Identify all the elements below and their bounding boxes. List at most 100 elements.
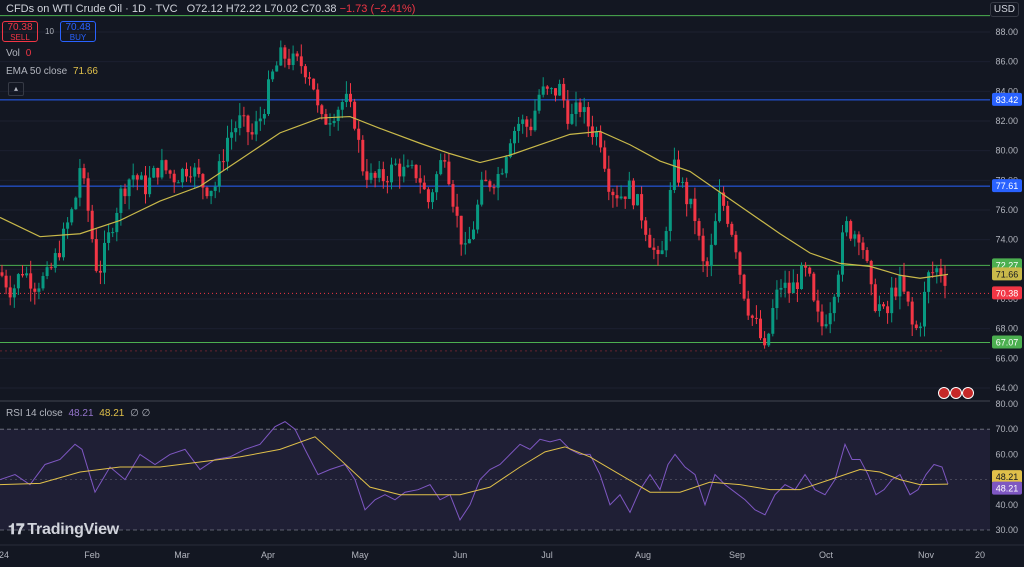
collapse-legend-icon[interactable]: ▴ [8,82,24,96]
symbol-title[interactable]: CFDs on WTI Crude Oil · 1D · TVC [6,3,178,15]
candle-body [275,65,279,72]
candle-body [500,173,504,175]
sell-button[interactable]: 70.38 SELL [2,21,38,42]
candle-body [554,88,557,96]
candle-body [373,172,377,178]
candle-body [312,78,316,90]
candle-body [689,198,693,205]
candle-body [562,83,566,101]
sell-label: SELL [10,33,30,42]
level-tag-label: 72.27 [996,260,1019,270]
candle-body [209,190,213,197]
candle-body [267,79,270,114]
candle-body [357,128,361,140]
candle-body [857,234,861,243]
candle-body [566,100,570,124]
currency-selector[interactable]: USD [989,2,1019,17]
candle-body [12,288,16,298]
candle-body [234,128,238,133]
candle-body [820,311,824,327]
candle-body [877,304,881,312]
time-tick-label: Sep [729,550,745,560]
candle-body [377,169,381,178]
candle-body [439,160,443,175]
candle-body [78,168,82,198]
candle-body [172,173,176,183]
candle-body [431,192,434,203]
candle-body [349,93,352,102]
change-value: −1.73 (−2.41%) [339,3,416,15]
vol-label: Vol [6,48,20,59]
candle-body [898,275,902,297]
candle-body [45,267,49,277]
candle-body [779,287,783,290]
candle-body [631,180,635,206]
close-value: C70.38 [301,3,337,15]
rsi-ma-tag [992,470,1022,484]
candle-body [890,287,894,314]
high-value: H72.22 [225,3,262,15]
candle-body [291,53,295,65]
candle-body [648,234,652,248]
candle-body [636,194,639,206]
candle-body [25,273,29,276]
candle-body [279,47,283,66]
candle-body [578,102,582,113]
candle-body [845,221,849,233]
candle-body [197,167,201,175]
candle-body [709,244,713,267]
rsi-tick-label: 40.00 [995,500,1018,510]
candle-body [754,317,758,319]
candle-body [918,326,922,329]
candle-body [726,205,730,224]
candle-body [336,109,340,121]
vol-value: 0 [25,48,32,59]
candle-body [701,235,705,262]
volume-legend[interactable]: Vol 0 [6,48,31,59]
candle-body [849,221,853,239]
candle-body [29,273,33,289]
price-tick-label: 66.00 [995,353,1018,363]
candle-body [611,191,615,196]
rsi-ma-line [0,436,949,496]
ema-label: EMA 50 close [6,66,68,77]
candle-body [681,181,685,183]
candle-body [344,93,348,102]
candle-body [287,58,291,65]
candle-body [193,167,197,177]
candle-body [74,197,78,210]
candle-body [824,324,828,327]
ema-value: 71.66 [72,66,98,77]
candle-body [103,242,106,273]
candle-body [537,94,541,111]
candle-body [443,160,447,162]
rsi-legend[interactable]: RSI 14 close 48.21 48.21 ∅ ∅ [6,408,150,419]
candle-body [152,167,156,178]
candle-body [705,261,709,267]
candle-body [353,101,357,129]
time-tick-label: Oct [819,550,834,560]
buy-button[interactable]: 70.48 BUY [60,21,96,42]
candle-body [176,182,180,184]
candle-body [488,181,492,188]
candle-body [226,137,229,162]
time-tick-label: Feb [84,550,100,560]
rsi-extra: ∅ ∅ [130,408,151,419]
candle-body [160,160,164,178]
candle-body [111,232,115,234]
candle-body [254,121,258,135]
candle-body [303,66,307,78]
candle-body [283,47,287,59]
candle-body [677,159,680,183]
candle-body [869,260,873,285]
ema-legend[interactable]: EMA 50 close 71.66 [6,66,98,77]
candle-body [107,232,111,243]
price-tick-label: 86.00 [995,57,1018,67]
rsi-tick-label: 70.00 [995,424,1018,434]
candle-body [156,167,160,178]
rsi-ma-value: 48.21 [99,408,125,419]
candle-body [435,174,439,193]
candle-body [759,318,762,339]
candle-body [513,130,516,144]
